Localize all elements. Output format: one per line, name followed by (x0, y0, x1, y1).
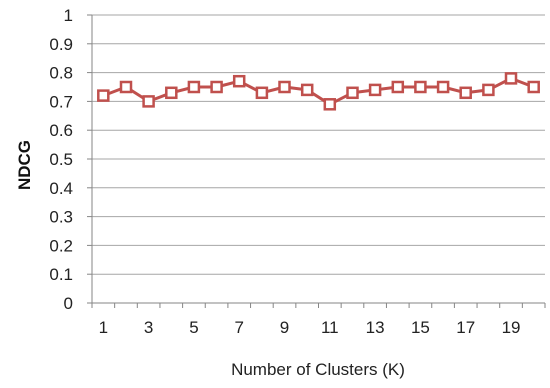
y-tick-label: 0.4 (49, 179, 73, 198)
data-point (142, 95, 155, 108)
x-tick-label: 15 (411, 318, 430, 337)
data-point (165, 86, 178, 100)
gridlines (92, 14, 545, 275)
data-point (97, 89, 110, 102)
axes (87, 14, 546, 308)
y-tick-label: 0.9 (49, 35, 73, 54)
data-point (482, 83, 495, 97)
data-point (414, 80, 427, 94)
x-tick-label: 9 (280, 318, 289, 337)
data-point (368, 83, 382, 97)
data-point (278, 80, 291, 94)
data-point (436, 80, 450, 94)
data-point (504, 72, 518, 85)
x-tick-label: 13 (366, 318, 385, 337)
y-tick-label: 0.8 (49, 64, 73, 83)
y-tick-label: 1 (64, 6, 73, 25)
x-tick-label: 1 (99, 318, 108, 337)
y-tick-label: 0 (64, 294, 73, 313)
data-point (187, 80, 201, 94)
data-point (210, 80, 223, 94)
y-tick-label: 0.3 (49, 208, 73, 227)
x-tick-label: 7 (234, 318, 243, 337)
data-point (323, 98, 337, 111)
data-point (346, 86, 359, 100)
x-tick-label: 19 (502, 318, 521, 337)
x-axis-title: Number of Clusters (K) (231, 360, 405, 379)
y-tick-label: 0.1 (49, 265, 73, 284)
y-axis-title: NDCG (15, 140, 34, 190)
data-point (255, 86, 269, 100)
y-tick-label: 0.2 (49, 236, 73, 255)
x-tick-label: 17 (456, 318, 475, 337)
data-point (119, 80, 133, 94)
x-tick-label: 5 (189, 318, 198, 337)
data-point (459, 86, 472, 100)
data-point (232, 74, 246, 88)
data-point (527, 80, 540, 94)
x-tick-label: 11 (321, 318, 339, 337)
y-tick-label: 0.7 (49, 92, 73, 111)
data-series (97, 72, 540, 111)
y-tick-label: 0.6 (49, 121, 73, 140)
x-tick-label: 3 (144, 318, 153, 337)
y-tick-label: 0.5 (49, 150, 73, 169)
tick-labels: 00.10.20.30.40.50.60.70.80.911 3 5 7 9 11 13 15… (49, 6, 520, 337)
data-point (300, 83, 314, 97)
data-point (391, 80, 405, 94)
